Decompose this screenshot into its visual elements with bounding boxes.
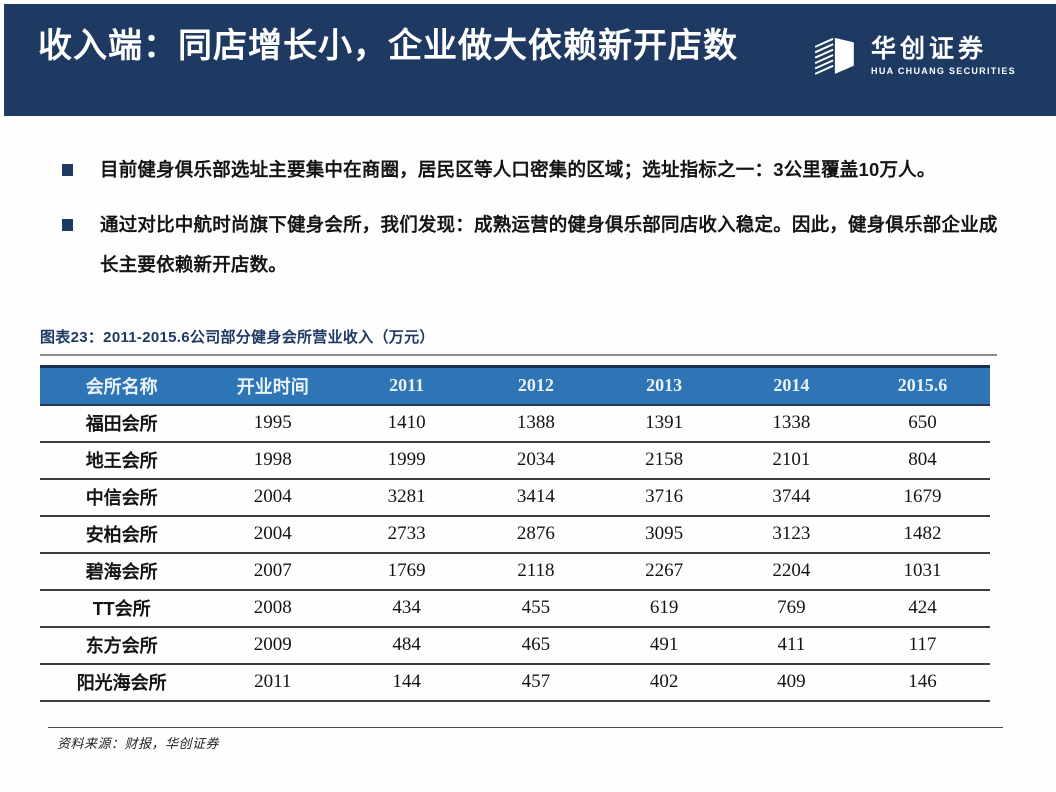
club-name-cell: 地王会所 [40,441,204,480]
bullet-item: 目前健身俱乐部选址主要集中在商圈，居民区等人口密集的区域；选址指标之一：3公里覆… [62,150,1012,190]
table-row: 东方会所 2009 484 465 491 411 117 [40,626,990,665]
value-cell: 650 [855,404,990,443]
club-name-cell: 碧海会所 [40,552,204,591]
value-cell: 484 [342,626,472,665]
club-name-cell: TT会所 [40,589,204,628]
header-bar: 收入端：同店增长小，企业做大依赖新开店数 华创证券 HUA CHUANG SEC… [4,4,1056,116]
value-cell: 1410 [342,404,472,443]
column-header: 2015.6 [855,365,990,406]
source-note: 资料来源：财报，华创证券 [57,736,220,751]
value-cell: 2267 [600,552,728,591]
bullet-item: 通过对比中航时尚旗下健身会所，我们发现：成熟运营的健身俱乐部同店收入稳定。因此，… [62,205,1012,285]
value-cell: 1031 [855,552,990,591]
table-row: 地王会所 1998 1999 2034 2158 2101 804 [40,441,990,480]
value-cell: 1999 [342,441,472,480]
value-cell: 2158 [600,441,728,480]
logo-text: 华创证券 HUA CHUANG SECURITIES [871,35,1016,76]
logo-name: 华创证券 [871,34,988,63]
bullet-text: 目前健身俱乐部选址主要集中在商圈，居民区等人口密集的区域；选址指标之一：3公里覆… [100,159,936,180]
value-cell: 2118 [471,552,601,591]
value-cell: 1391 [600,404,728,443]
bullet-list: 目前健身俱乐部选址主要集中在商圈，居民区等人口密集的区域；选址指标之一：3公里覆… [62,150,1012,300]
value-cell: 769 [727,589,856,628]
table-row: 安柏会所 2004 2733 2876 3095 3123 1482 [40,515,990,554]
value-cell: 402 [600,663,728,702]
value-cell: 409 [727,663,856,702]
huachuang-logo-icon [814,37,854,75]
bullet-square-icon [62,219,73,231]
value-cell: 804 [855,441,990,480]
value-cell: 2204 [727,552,856,591]
value-cell: 424 [855,589,990,628]
table-row: 阳光海会所 2011 144 457 402 409 146 [40,663,990,702]
column-header: 2011 [342,365,472,406]
value-cell: 144 [342,663,472,702]
value-cell: 3744 [727,478,856,517]
bullet-square-icon [62,164,73,176]
club-name-cell: 福田会所 [40,404,204,443]
value-cell: 434 [342,589,472,628]
source-divider [48,727,1003,728]
value-cell: 2101 [727,441,856,480]
value-cell: 3414 [471,478,601,517]
huachuang-logo: 华创证券 HUA CHUANG SECURITIES [807,28,1016,82]
value-cell: 2008 [203,589,343,628]
value-cell: 1995 [203,404,343,443]
value-cell: 2011 [203,663,343,702]
value-cell: 491 [600,626,728,665]
table-row: 碧海会所 2007 1769 2118 2267 2204 1031 [40,552,990,591]
figure-title-divider [40,354,997,356]
bullet-text: 通过对比中航时尚旗下健身会所，我们发现：成熟运营的健身俱乐部同店收入稳定。因此，… [100,214,998,275]
value-cell: 146 [855,663,990,702]
club-name-cell: 安柏会所 [40,515,204,554]
table-row: 福田会所 1995 1410 1388 1391 1338 650 [40,404,990,443]
value-cell: 457 [471,663,601,702]
value-cell: 465 [471,626,601,665]
table-row: TT会所 2008 434 455 619 769 424 [40,589,990,628]
figure-title: 图表23：2011-2015.6公司部分健身会所营业收入（万元） [40,329,435,346]
value-cell: 1769 [342,552,472,591]
table-header-row: 会所名称 开业时间 2011 2012 2013 2014 2015.6 [40,365,990,406]
value-cell: 2733 [342,515,472,554]
value-cell: 2876 [471,515,601,554]
value-cell: 2007 [203,552,343,591]
value-cell: 1679 [855,478,990,517]
column-header: 2013 [600,365,728,406]
column-header: 2014 [727,365,856,406]
value-cell: 3716 [600,478,728,517]
club-name-cell: 阳光海会所 [40,663,204,702]
value-cell: 2004 [203,515,343,554]
value-cell: 411 [727,626,856,665]
table-row: 中信会所 2004 3281 3414 3716 3744 1679 [40,478,990,517]
column-header: 开业时间 [203,365,343,406]
value-cell: 2034 [471,441,601,480]
column-header: 2012 [471,365,601,406]
value-cell: 1388 [471,404,601,443]
club-name-cell: 中信会所 [40,478,204,517]
value-cell: 2004 [203,478,343,517]
value-cell: 3281 [342,478,472,517]
logo-subtitle: HUA CHUANG SECURITIES [871,65,1016,76]
value-cell: 1338 [727,404,856,443]
value-cell: 117 [855,626,990,665]
value-cell: 1482 [855,515,990,554]
value-cell: 619 [600,589,728,628]
column-header: 会所名称 [40,365,204,406]
value-cell: 3123 [727,515,856,554]
value-cell: 3095 [600,515,728,554]
value-cell: 2009 [203,626,343,665]
value-cell: 455 [471,589,601,628]
revenue-table: 会所名称 开业时间 2011 2012 2013 2014 2015.6 福田会所 1995 1… [40,365,990,702]
page-title: 收入端：同店增长小，企业做大依赖新开店数 [38,27,738,65]
value-cell: 1998 [203,441,343,480]
club-name-cell: 东方会所 [40,626,204,665]
